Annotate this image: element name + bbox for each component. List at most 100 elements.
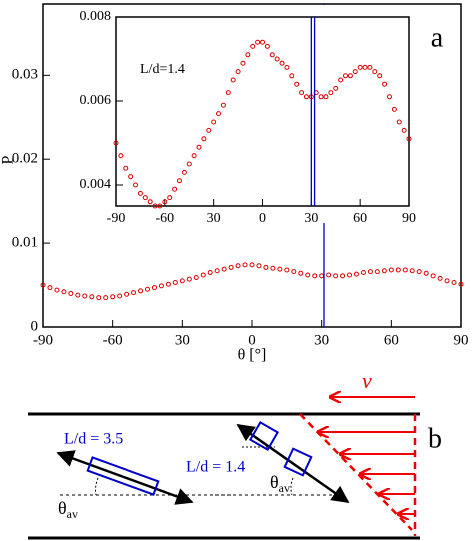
data-point [216,111,222,117]
data-point [357,64,363,70]
data-point [255,39,261,45]
data-point [416,269,422,275]
data-point [318,94,324,100]
angle-symbol: θ [270,472,279,492]
data-point [128,174,134,180]
chart-layer: -90 -60 30 0 30 60 90 0 0.01 0.02 0.03 θ [°] Pa -90 -6… [0,3,469,364]
data-point [179,278,185,284]
x-tick-label: 30 [175,332,190,348]
x-tick-label: -90 [107,211,126,226]
data-point [343,73,349,79]
data-point [377,73,383,79]
data-point [235,263,241,269]
data-point [294,81,300,87]
rod [248,420,280,452]
data-point [157,203,163,209]
data-point [235,69,241,75]
angle-label: θav [58,498,78,521]
data-point [228,264,234,270]
data-point [360,269,366,275]
x-tick-label: 30 [207,211,221,226]
data-point [118,153,124,159]
data-point [181,169,187,175]
data-point [186,161,192,167]
data-point [352,69,358,75]
data-point [176,178,182,184]
data-point [256,263,262,269]
data-point [277,266,283,272]
data-point [305,272,311,278]
data-point [193,275,199,281]
data-point [47,285,53,291]
y-axis-label: P [0,155,17,164]
data-point [207,269,213,275]
x-axis-label: θ [°] [238,347,267,364]
data-point [340,273,346,279]
rod [86,456,160,496]
x-tick-label: 0 [248,332,256,348]
data-point [152,203,158,209]
data-point [158,283,164,289]
data-point [374,269,380,275]
data-point [312,273,318,279]
data-point [367,64,373,70]
data-point [110,294,116,300]
velocity-label: v [362,368,372,393]
data-point [124,291,130,297]
x-tick-label: 90 [402,211,416,226]
data-point [347,272,353,278]
data-point [279,60,285,66]
plot-area [115,16,410,207]
data-point [333,85,339,91]
data-point [191,153,197,159]
data-point [328,90,334,96]
y-tick-label: 0.03 [12,67,38,83]
data-point [172,186,178,192]
x-tick-label: -60 [103,332,123,348]
data-point [386,94,392,100]
data-point [303,94,309,100]
data-point [260,39,265,45]
data-point [402,267,408,273]
data-point [401,127,407,133]
data-point [214,268,220,274]
y-tick-label: 0.02 [12,151,38,167]
data-point [323,94,329,100]
data-point [200,272,206,278]
data-point [354,271,359,277]
data-point [75,292,81,298]
panel-b: v b L/d = 3.5 θav L/d = 1.4 θav [28,368,442,540]
data-point [289,73,295,79]
data-point [391,106,397,112]
data-point [117,293,123,299]
data-point [123,165,129,171]
data-point [113,140,119,146]
y-tick-label: 0.004 [80,177,112,192]
data-point [142,195,148,201]
angle-arc [95,477,99,496]
data-point [406,136,412,142]
data-point [54,287,60,293]
data-point [89,294,95,300]
data-point [362,64,368,70]
data-point [151,285,157,291]
data-point [326,272,332,278]
data-point [444,278,450,284]
data-point [423,270,429,276]
x-tick-label: 30 [314,332,329,348]
data-point [131,290,137,296]
data-point [372,69,378,75]
data-point [298,270,304,276]
data-point [409,268,415,274]
data-point [347,73,353,79]
data-point [249,262,255,268]
rod-label: L/d = 1.4 [186,459,245,476]
angle-symbol: θ [58,498,67,518]
data-point [367,269,373,275]
data-point [430,273,436,279]
y-tick-label: 0 [31,318,39,334]
data-point [138,288,144,294]
rod-axis [236,423,350,504]
data-point [162,199,168,205]
